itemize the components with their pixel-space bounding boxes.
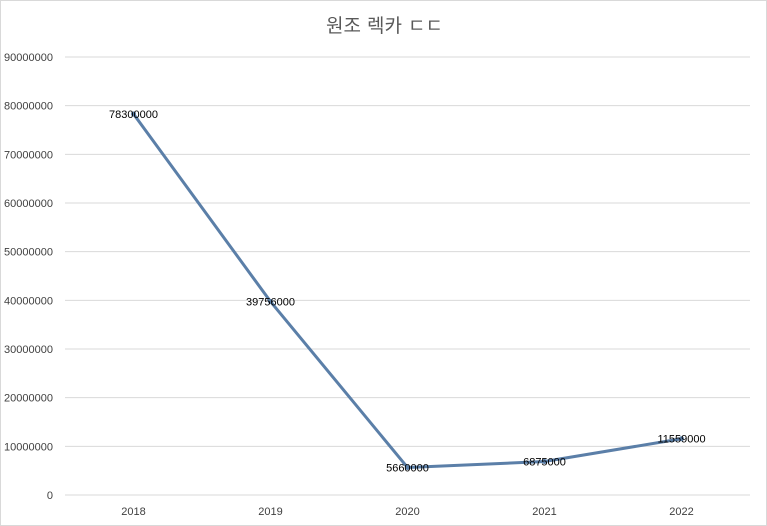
y-tick-label: 0 bbox=[47, 490, 53, 502]
series-line bbox=[132, 112, 683, 469]
x-tick-label: 2021 bbox=[532, 506, 556, 518]
y-tick-label: 40000000 bbox=[4, 295, 53, 307]
x-tick-label: 2018 bbox=[121, 506, 145, 518]
y-tick-label: 80000000 bbox=[4, 101, 53, 113]
y-tick-label: 10000000 bbox=[4, 441, 53, 453]
data-label: 78300000 bbox=[109, 109, 158, 121]
data-label: 6875000 bbox=[523, 457, 566, 469]
gridlines bbox=[65, 56, 750, 496]
y-tick-label: 20000000 bbox=[4, 393, 53, 405]
series-group bbox=[131, 111, 684, 470]
y-tick-label: 30000000 bbox=[4, 344, 53, 356]
y-tick-label: 50000000 bbox=[4, 247, 53, 259]
y-axis: 0 10000000 20000000 30000000 40000000 5000000… bbox=[4, 52, 53, 502]
data-label: 5660000 bbox=[386, 462, 429, 474]
data-point bbox=[405, 464, 410, 470]
x-tick-label: 2020 bbox=[395, 506, 419, 518]
data-labels: 78300000 39756000 5660000 6875000 11559000 bbox=[109, 109, 706, 475]
data-point bbox=[131, 111, 136, 117]
x-tick-label: 2019 bbox=[258, 506, 282, 518]
x-tick-label: 2022 bbox=[669, 506, 693, 518]
data-label: 39756000 bbox=[246, 297, 295, 309]
data-point bbox=[542, 459, 547, 465]
data-point bbox=[268, 299, 273, 305]
x-axis: 2018 2019 2020 2021 2022 bbox=[121, 506, 693, 518]
y-tick-label: 90000000 bbox=[4, 52, 53, 64]
y-tick-label: 60000000 bbox=[4, 198, 53, 210]
data-label: 11559000 bbox=[657, 434, 705, 446]
data-point bbox=[679, 436, 684, 442]
chart-title: 원조 렉카 ㄷㄷ bbox=[326, 15, 443, 37]
y-tick-label: 70000000 bbox=[4, 149, 53, 161]
